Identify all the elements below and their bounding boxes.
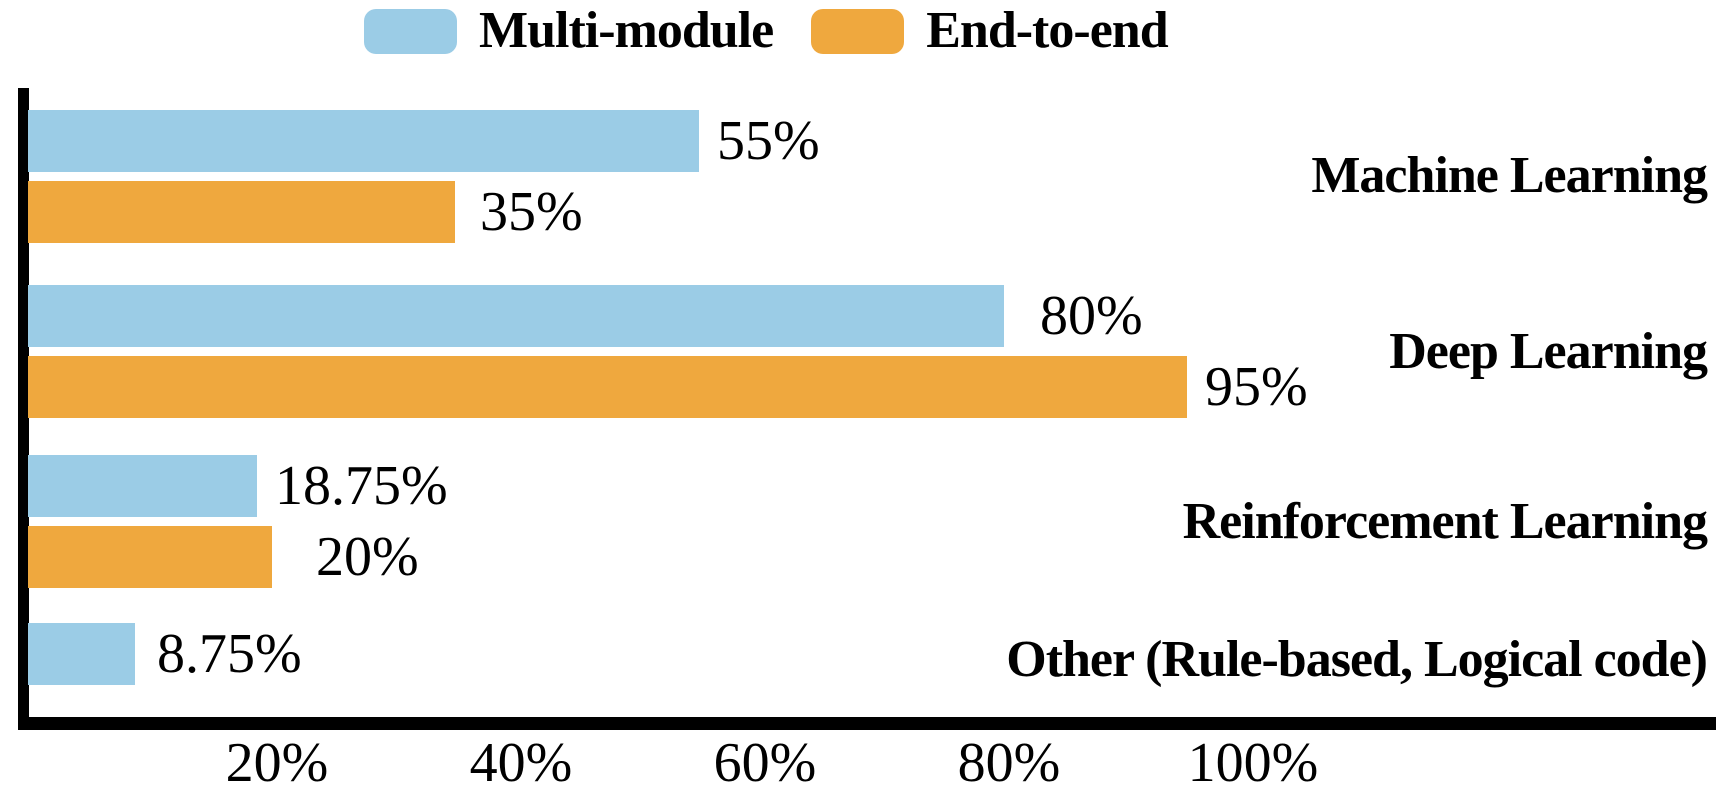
bar-multi-module-machine-learning <box>28 110 699 172</box>
x-tick-100: 100% <box>1187 732 1319 792</box>
x-tick-80: 80% <box>957 732 1061 792</box>
bar-end-to-end-reinforcement-learning <box>28 526 272 588</box>
chart-legend: Multi-module End-to-end <box>364 2 1169 59</box>
category-label-reinforcement-learning: Reinforcement Learning <box>1182 493 1708 550</box>
category-label-deep-learning: Deep Learning <box>1389 323 1708 380</box>
bar-value-label-multi-module-reinforcement-learning: 18.75% <box>275 455 448 517</box>
bar-value-label-multi-module-deep-learning: 80% <box>1040 285 1143 347</box>
bar-value-label-end-to-end-reinforcement-learning: 20% <box>316 526 419 588</box>
bar-value-label-end-to-end-machine-learning: 35% <box>480 181 583 243</box>
category-label-machine-learning: Machine Learning <box>1311 147 1708 204</box>
category-label-other-rule-based-logical-code: Other (Rule-based, Logical code) <box>1006 631 1708 688</box>
bar-multi-module-deep-learning <box>28 285 1004 347</box>
bar-value-label-multi-module-other-rule-based-logical-code: 8.75% <box>157 623 302 685</box>
legend-item-end-to-end: End-to-end <box>811 2 1169 59</box>
y-axis-line <box>18 88 29 730</box>
x-tick-40: 40% <box>469 732 573 792</box>
bar-multi-module-other-rule-based-logical-code <box>28 623 135 685</box>
bar-end-to-end-deep-learning <box>28 356 1187 418</box>
bar-value-label-multi-module-machine-learning: 55% <box>717 110 820 172</box>
legend-label-end-to-end: End-to-end <box>926 2 1168 59</box>
legend-swatch-multi-module-icon <box>364 8 457 54</box>
x-tick-20: 20% <box>225 732 329 792</box>
legend-item-multi-module: Multi-module <box>364 2 774 59</box>
legend-swatch-end-to-end-icon <box>811 8 905 54</box>
bar-end-to-end-machine-learning <box>28 181 455 243</box>
legend-label-multi-module: Multi-module <box>479 2 774 59</box>
bar-value-label-end-to-end-deep-learning: 95% <box>1205 356 1308 418</box>
bar-multi-module-reinforcement-learning <box>28 455 257 517</box>
x-axis-line <box>18 717 1716 730</box>
x-tick-60: 60% <box>713 732 817 792</box>
